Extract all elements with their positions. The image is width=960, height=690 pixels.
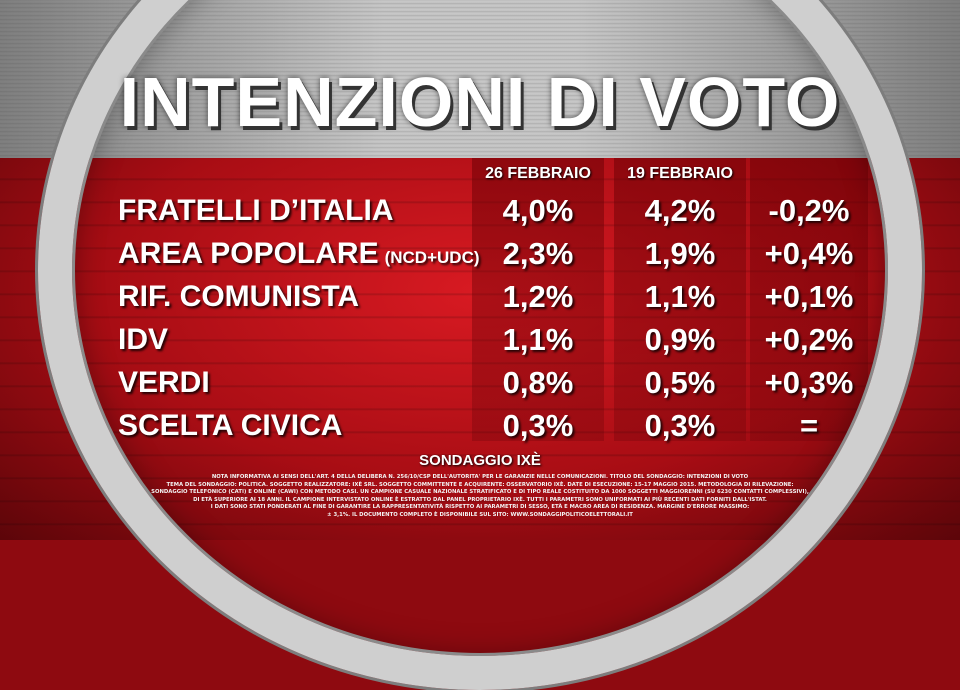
fine-print-line: SONDAGGIO TELEFONICO (CATI) E ONLINE (CA… [151,489,809,495]
value-current: 2,3% [502,236,574,271]
value-previous: 0,5% [644,365,716,400]
table-row: IDV 1,1% 0,9% +0,2% [0,319,960,361]
table-row: AREA POPOLARE (NCD+UDC) 2,3% 1,9% +0,4% [0,233,960,275]
source-label: SONDAGGIO IXÈ [419,452,541,469]
party-name: AREA POPOLARE [118,237,379,270]
column-header-current: 26 FEBBRAIO [485,165,591,182]
party-name: RIF. COMUNISTA [118,280,360,313]
fine-print-line: DI ETÀ SUPERIORE AI 18 ANNI. IL CAMPIONE… [193,496,767,503]
table-row: FRATELLI D’ITALIA 4,0% 4,2% -0,2% [0,190,960,232]
fine-print-line: TEMA DEL SONDAGGIO: POLITICA. SOGGETTO R… [166,481,794,488]
chart-title: INTENZIONI DI VOTO [119,63,841,141]
table-row: RIF. COMUNISTA 1,2% 1,1% +0,1% [0,276,960,318]
party-note: (NCD+UDC) [384,248,480,267]
row-label: IDV [118,319,168,361]
table-row: SCELTA CIVICA 0,3% 0,3% = [0,405,960,447]
methodology-fine-print: NOTA INFORMATIVA AI SENSI DELL'ART. 4 DE… [150,474,810,519]
value-previous: 1,9% [644,236,716,271]
value-change: = [799,408,819,443]
value-previous: 0,3% [644,408,716,443]
value-previous: 4,2% [644,193,716,228]
row-label: VERDI [118,362,210,404]
value-change: +0,4% [764,236,854,271]
row-label: SCELTA CIVICA [118,405,342,447]
party-name: FRATELLI D’ITALIA [118,194,394,227]
value-previous: 1,1% [644,279,716,314]
value-current: 0,3% [502,408,574,443]
value-change: +0,3% [764,365,854,400]
value-change: +0,1% [764,279,854,314]
party-name: VERDI [118,366,210,399]
table-row: VERDI 0,8% 0,5% +0,3% [0,362,960,404]
fine-print-line: NOTA INFORMATIVA AI SENSI DELL'ART. 4 DE… [211,474,749,480]
value-current: 1,2% [502,279,574,314]
value-change: +0,2% [764,322,854,357]
value-current: 1,1% [502,322,574,357]
party-name: SCELTA CIVICA [118,409,343,442]
column-header-previous: 19 FEBBRAIO [627,165,733,182]
fine-print-line: ± 3,1%. IL DOCUMENTO COMPLETO È DISPONIB… [327,511,633,518]
value-previous: 0,9% [644,322,716,357]
value-current: 4,0% [502,193,574,228]
fine-print-line: I DATI SONO STATI PONDERATI AL FINE DI G… [210,504,750,510]
row-label: FRATELLI D’ITALIA [118,190,394,232]
row-label: AREA POPOLARE (NCD+UDC) [118,233,480,275]
party-name: IDV [118,323,169,356]
value-change: -0,2% [768,193,850,228]
row-label: RIF. COMUNISTA [118,276,359,318]
value-current: 0,8% [502,365,574,400]
